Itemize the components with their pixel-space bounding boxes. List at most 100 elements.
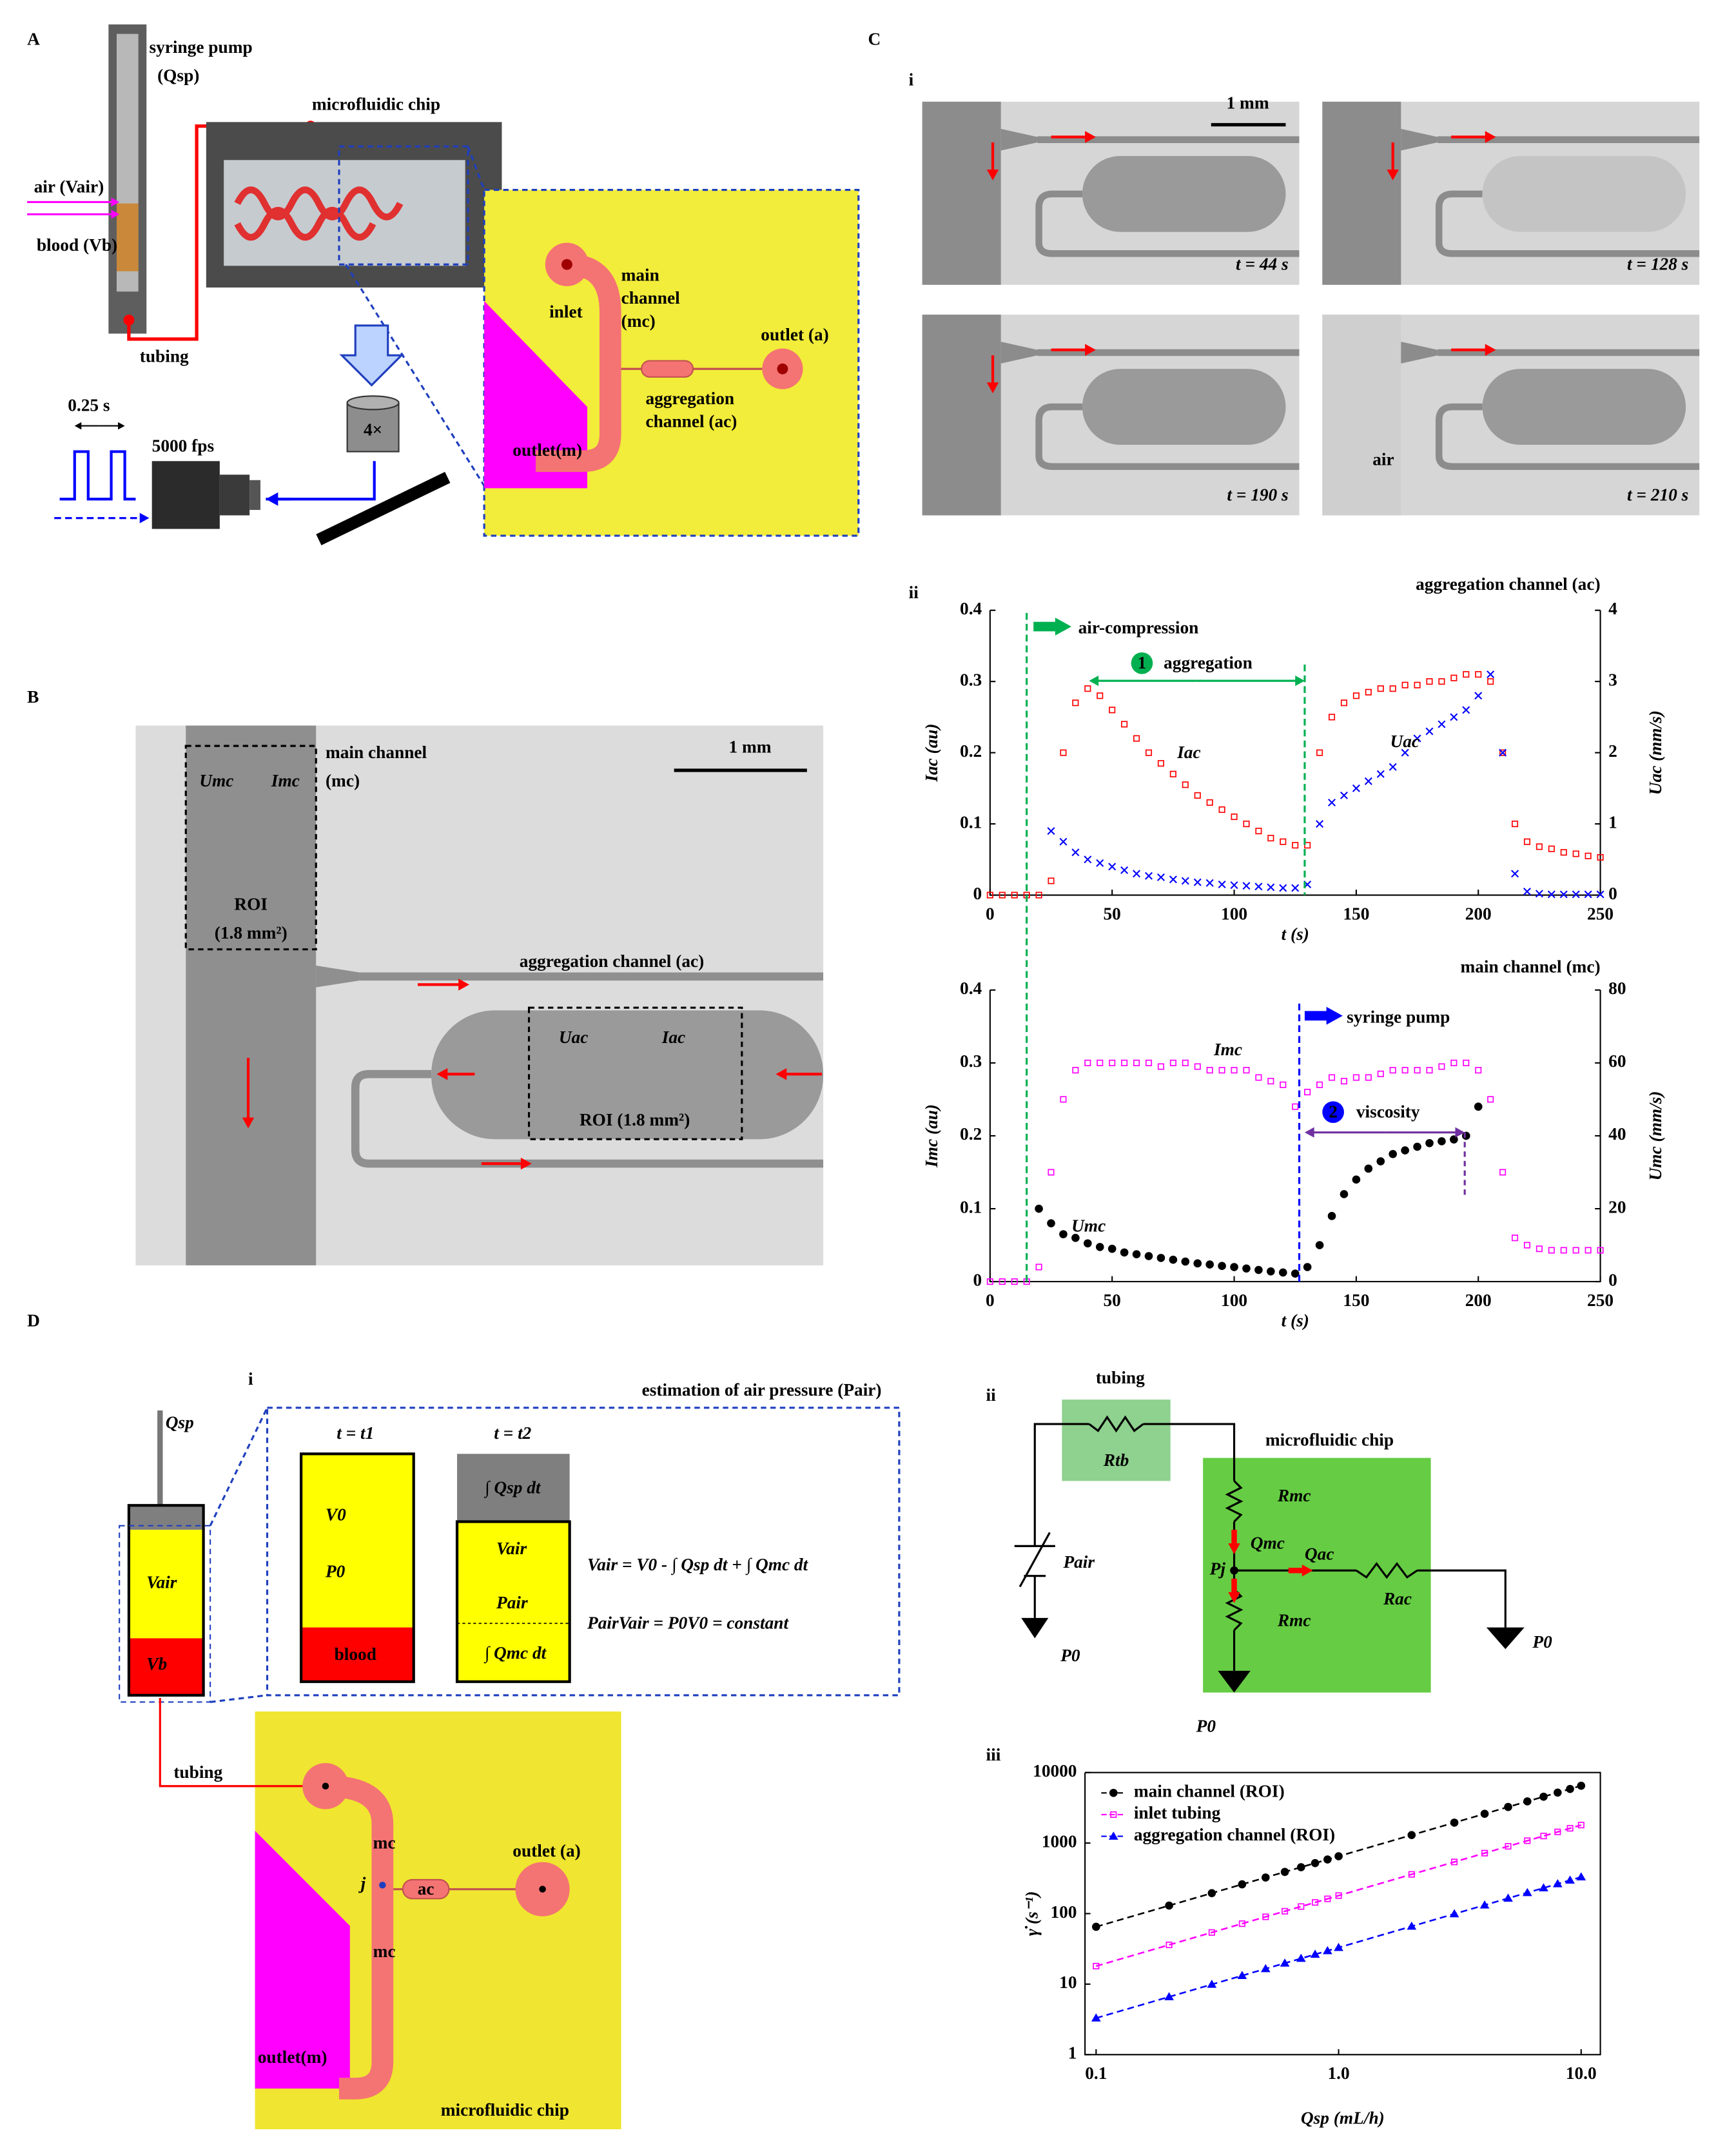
point [1071, 848, 1080, 857]
point [1231, 1067, 1238, 1074]
x-tick-label: 50 [1104, 1291, 1121, 1310]
point [1511, 821, 1519, 828]
y2-tick-label: 2 [1608, 741, 1617, 761]
point [1048, 877, 1055, 884]
label: aggregation channel (ac) [520, 951, 704, 971]
junction [316, 965, 360, 988]
point [1072, 1067, 1079, 1074]
label: outlet(m) [512, 440, 582, 460]
point [1487, 670, 1495, 679]
panel-letter: A [27, 29, 40, 48]
label: t = t1 [336, 1423, 374, 1443]
mirror [316, 472, 451, 545]
point [1487, 1096, 1494, 1103]
point [1095, 1243, 1104, 1251]
label: 5000 fps [152, 436, 214, 456]
label: outlet (a) [761, 325, 828, 344]
legend-marker [1108, 1831, 1118, 1840]
point [1499, 1169, 1507, 1176]
label: tubing [1096, 1368, 1145, 1387]
point [1584, 890, 1592, 899]
y-tick-label: 0.2 [960, 741, 982, 761]
label: ∫ Qsp dt [483, 1477, 541, 1498]
label: ROI (1.8 mm²) [580, 1110, 690, 1129]
label: aggregation [645, 389, 734, 408]
point [1377, 1070, 1384, 1077]
y-tick-label: 0.3 [960, 1051, 982, 1071]
point [1499, 748, 1507, 757]
x-tick-label: 1.0 [1327, 2063, 1349, 2083]
y-tick-label: 0.3 [960, 670, 982, 689]
point [1254, 1265, 1263, 1274]
point [999, 892, 1006, 899]
y-tick-label: 0.4 [960, 979, 982, 998]
point [1539, 1792, 1548, 1801]
point [1206, 799, 1213, 806]
label: Rac [1383, 1589, 1412, 1608]
label: channel [621, 288, 681, 307]
point [1596, 890, 1604, 899]
label: tubing [140, 347, 189, 366]
air-volume [457, 1521, 570, 1682]
label: ac [418, 1879, 434, 1898]
annotation-badge [1322, 1101, 1344, 1123]
series-label: Iac [1176, 743, 1200, 762]
series-label: Imc [1213, 1040, 1242, 1059]
legend-label: main channel (ROI) [1134, 1782, 1285, 1801]
resistor [1225, 1480, 1243, 1523]
point [1157, 1063, 1164, 1070]
point [1376, 1157, 1385, 1165]
point [1450, 674, 1458, 681]
x-tick-label: 10.0 [1566, 2063, 1597, 2083]
point [1238, 1920, 1245, 1927]
point [1322, 1945, 1332, 1955]
point [1060, 749, 1067, 756]
y-tick-label: 1 [1068, 2043, 1077, 2063]
point [1565, 1875, 1575, 1884]
point [1145, 1059, 1153, 1066]
point [1267, 835, 1274, 842]
point [1523, 1242, 1531, 1249]
point [1365, 1074, 1372, 1081]
point [1559, 890, 1568, 899]
point [1279, 884, 1287, 892]
label: estimation of air pressure (Pair) [642, 1380, 882, 1399]
label: (Qsp) [157, 66, 199, 85]
point [1254, 882, 1263, 891]
y-axis-label: γ̇ (s⁻¹) [1022, 1891, 1041, 1936]
main-channel-image [1322, 315, 1401, 516]
point [1560, 1247, 1567, 1254]
annotation-badge [1131, 652, 1153, 674]
arrow-head [1455, 1127, 1465, 1138]
point [1522, 1887, 1532, 1897]
time-label: t = 44 s [1236, 255, 1289, 274]
junction [1000, 342, 1038, 364]
label: microfluidic chip [312, 94, 440, 113]
x-axis-label: Qsp (mL/h) [1301, 2109, 1385, 2128]
arrow-head [1085, 131, 1096, 143]
point [1156, 1254, 1165, 1262]
point [1328, 1074, 1336, 1081]
point [1547, 890, 1556, 899]
light-arrow [339, 324, 404, 387]
point [1340, 1190, 1349, 1198]
label: blood (Vb) [37, 235, 117, 255]
point [1413, 734, 1421, 743]
point [1194, 1063, 1201, 1070]
point [1540, 1833, 1547, 1840]
point [1011, 892, 1018, 899]
point [1504, 1802, 1512, 1811]
battery [1014, 1532, 1055, 1588]
main-channel-image [1322, 101, 1401, 285]
label: Rtb [1103, 1450, 1129, 1470]
point [1120, 1248, 1129, 1257]
point [1312, 1899, 1319, 1906]
point [1426, 678, 1433, 685]
point [1035, 1204, 1043, 1213]
point [1364, 777, 1372, 785]
arrow-head [986, 382, 999, 394]
label: inlet [549, 302, 583, 321]
label: outlet (a) [512, 1841, 580, 1860]
label: P0 [1532, 1632, 1552, 1652]
point [1552, 1879, 1563, 1887]
